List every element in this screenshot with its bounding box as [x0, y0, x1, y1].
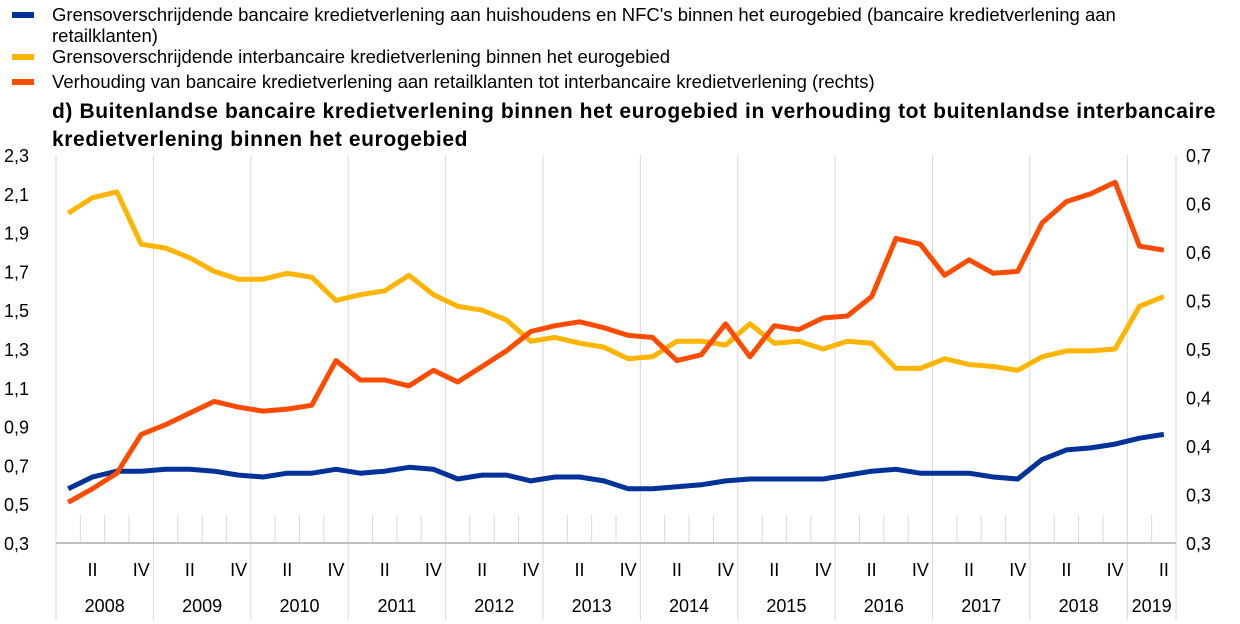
year-label: 2016 — [864, 596, 904, 616]
legend-item-retail: Grensoverschrijdende bancaire kredietver… — [12, 4, 1132, 46]
quarter-label: IV — [1009, 560, 1026, 580]
quarter-label: IV — [1107, 560, 1124, 580]
series-line-2 — [66, 179, 1165, 505]
right-tick-label: 0,4 — [1186, 437, 1211, 457]
year-label: 2013 — [572, 596, 612, 616]
quarter-label: IV — [814, 560, 831, 580]
quarter-label: II — [477, 560, 487, 580]
year-label: 2010 — [279, 596, 319, 616]
year-label: 2011 — [378, 596, 417, 616]
quarter-label: IV — [717, 560, 734, 580]
right-tick-label: 0,6 — [1186, 243, 1211, 263]
legend-item-ratio: Verhouding van bancaire kredietverlening… — [12, 71, 875, 92]
quarter-label: II — [282, 560, 292, 580]
right-tick-label: 0,3 — [1186, 534, 1211, 554]
quarter-label: IV — [327, 560, 344, 580]
quarter-label: II — [88, 560, 98, 580]
left-tick-label: 0,3 — [4, 534, 29, 554]
chart-title: d) Buitenlandse bancaire kredietverlenin… — [52, 100, 1216, 151]
quarter-label: II — [1061, 560, 1071, 580]
quarter-label: II — [672, 560, 682, 580]
left-tick-label: 0,9 — [4, 418, 29, 438]
legend-label: Verhouding van bancaire kredietverlening… — [52, 71, 875, 92]
quarter-label: IV — [620, 560, 637, 580]
left-tick-label: 2,1 — [4, 185, 29, 205]
left-tick-label: 0,7 — [4, 456, 29, 476]
year-label: 2014 — [669, 596, 709, 616]
left-tick-label: 1,1 — [4, 379, 29, 399]
legend-swatch-yellow — [12, 54, 34, 60]
legend-swatch-orange — [12, 79, 34, 85]
series-line-0 — [67, 431, 1165, 492]
right-tick-label: 0,5 — [1186, 340, 1211, 360]
left-tick-label: 1,5 — [4, 301, 29, 321]
left-tick-label: 1,7 — [4, 262, 29, 282]
quarter-label: II — [185, 560, 195, 580]
year-label: 2012 — [474, 596, 514, 616]
right-tick-label: 0,4 — [1186, 389, 1211, 409]
quarter-label: II — [769, 560, 779, 580]
year-label: 2015 — [766, 596, 806, 616]
right-tick-label: 0,5 — [1186, 292, 1211, 312]
left-tick-label: 1,9 — [4, 224, 29, 244]
left-tick-label: 2,3 — [4, 146, 29, 166]
quarter-label: II — [1159, 560, 1169, 580]
right-tick-label: 0,7 — [1186, 146, 1211, 166]
year-label: 2017 — [961, 596, 1001, 616]
series-line-1 — [66, 189, 1165, 373]
quarter-label: IV — [912, 560, 929, 580]
right-tick-label: 0,6 — [1186, 195, 1211, 215]
left-tick-label: 0,5 — [4, 495, 29, 515]
quarter-label: IV — [522, 560, 539, 580]
quarter-label: IV — [133, 560, 150, 580]
year-label: 2019 — [1132, 596, 1172, 616]
quarter-label: II — [380, 560, 390, 580]
quarter-label: II — [574, 560, 584, 580]
quarter-label: IV — [425, 560, 442, 580]
right-tick-label: 0,3 — [1186, 486, 1211, 506]
quarter-label: II — [964, 560, 974, 580]
legend-swatch-blue — [12, 12, 34, 18]
quarter-label: II — [867, 560, 877, 580]
legend-item-interbank: Grensoverschrijdende interbancaire kredi… — [12, 46, 671, 67]
year-label: 2009 — [182, 596, 222, 616]
left-tick-label: 1,3 — [4, 340, 29, 360]
year-label: 2018 — [1059, 596, 1099, 616]
legend-label: Grensoverschrijdende bancaire kredietver… — [52, 4, 1116, 46]
legend-label: Grensoverschrijdende interbancaire kredi… — [52, 46, 671, 67]
quarter-label: IV — [230, 560, 247, 580]
year-label: 2008 — [85, 596, 125, 616]
